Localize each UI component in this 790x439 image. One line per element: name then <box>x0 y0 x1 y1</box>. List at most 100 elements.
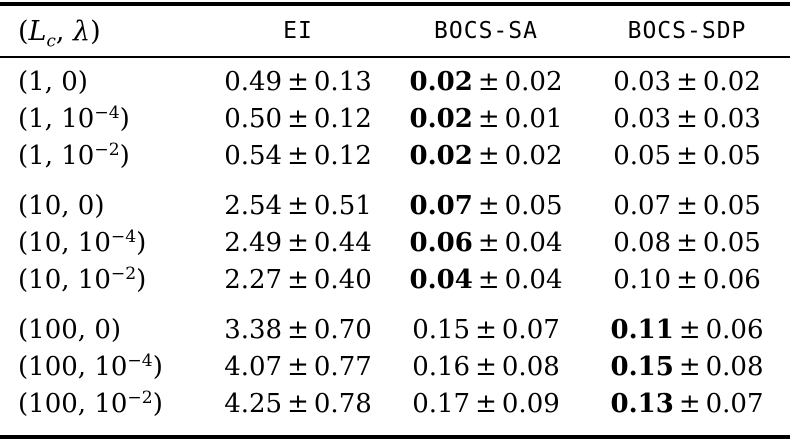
plus-minus: ± <box>676 140 698 171</box>
table-row: (100, 10−4) 4.07 ±0.77 0.16 ±0.08 0.15 ±0.08 <box>0 349 790 386</box>
comma: , <box>61 264 78 295</box>
std-value: 0.05 <box>702 140 761 171</box>
table-row: (10, 0) 2.54 ±0.51 0.07 ±0.05 0.07 ±0.05 <box>0 175 790 225</box>
std-value: 0.44 <box>313 227 372 258</box>
value-cell-ei: 2.27 ±0.40 <box>208 262 388 299</box>
std-value: 0.08 <box>705 351 764 382</box>
plus-minus: ± <box>477 264 500 295</box>
table-row: (1, 10−4) 0.50 ±0.12 0.02 ±0.01 0.03 ±0.03 <box>0 101 790 138</box>
mean-value: 3.38 <box>224 314 283 345</box>
header-row: (Lc, λ) EI BOCS-SA BOCS-SDP <box>0 4 790 58</box>
value-cell-bocs-sa: 0.02 ±0.01 <box>388 101 584 138</box>
plus-minus: ± <box>475 314 497 345</box>
paren-close: ) <box>119 103 130 134</box>
mean-value: 0.07 <box>409 190 473 221</box>
plus-minus: ± <box>676 264 698 295</box>
std-value: 0.02 <box>702 66 761 97</box>
comma: , <box>77 351 95 382</box>
comma: , <box>61 227 78 258</box>
std-value: 0.04 <box>504 227 563 258</box>
lc-value: 1 <box>28 103 45 134</box>
std-value: 0.12 <box>313 140 372 171</box>
paren-open: ( <box>18 314 29 345</box>
comma: , <box>44 103 62 134</box>
mean-value: 2.49 <box>224 227 283 258</box>
paren-open: ( <box>18 388 29 419</box>
header-col-bocs-sa: BOCS-SA <box>388 4 584 58</box>
paren-close: ) <box>152 388 163 419</box>
paren-open: ( <box>18 140 29 171</box>
c-subscript: c <box>46 29 56 50</box>
plus-minus: ± <box>287 190 309 221</box>
plus-minus: ± <box>287 314 309 345</box>
value-cell-ei: 0.50 ±0.12 <box>208 101 388 138</box>
std-value: 0.04 <box>504 264 563 295</box>
plus-minus: ± <box>477 227 500 258</box>
std-value: 0.07 <box>705 388 764 419</box>
row-label-cell: (100, 0) <box>0 299 208 349</box>
table-header: (Lc, λ) EI BOCS-SA BOCS-SDP <box>0 4 790 58</box>
plus-minus: ± <box>287 388 309 419</box>
value-cell-bocs-sdp: 0.03 ±0.03 <box>584 101 790 138</box>
plus-minus: ± <box>287 351 309 382</box>
std-value: 0.05 <box>702 227 761 258</box>
std-value: 0.05 <box>702 190 761 221</box>
std-value: 0.78 <box>313 388 372 419</box>
lambda-exponent: −2 <box>94 139 120 160</box>
paren-close: ) <box>136 227 147 258</box>
lambda-value: 10 <box>77 264 111 295</box>
paren-open: ( <box>18 264 29 295</box>
value-cell-bocs-sdp: 0.08 ±0.05 <box>584 225 790 262</box>
l-symbol: L <box>28 15 47 47</box>
mean-value: 4.07 <box>224 351 283 382</box>
row-label-cell: (1, 10−2) <box>0 138 208 175</box>
value-cell-bocs-sa: 0.06 ±0.04 <box>388 225 584 262</box>
paren-close: ) <box>94 190 105 221</box>
table-row: (1, 0) 0.49 ±0.13 0.02 ±0.02 0.03 ±0.02 <box>0 57 790 101</box>
value-cell-ei: 4.25 ±0.78 <box>208 386 388 437</box>
std-value: 0.09 <box>501 388 560 419</box>
value-cell-ei: 3.38 ±0.70 <box>208 299 388 349</box>
mean-value: 0.50 <box>224 103 283 134</box>
paren-open: ( <box>18 103 29 134</box>
header-col-ei: EI <box>208 4 388 58</box>
lambda-value: 10 <box>61 103 95 134</box>
value-cell-ei: 2.54 ±0.51 <box>208 175 388 225</box>
lambda-value: 0 <box>94 314 111 345</box>
plus-minus: ± <box>676 66 698 97</box>
value-cell-bocs-sdp: 0.03 ±0.02 <box>584 57 790 101</box>
lambda-value: 10 <box>77 227 111 258</box>
value-cell-bocs-sdp: 0.10 ±0.06 <box>584 262 790 299</box>
paren-close: ) <box>90 15 101 47</box>
paren-open: ( <box>18 66 29 97</box>
mean-value: 0.15 <box>412 314 471 345</box>
std-value: 0.03 <box>702 103 761 134</box>
value-cell-bocs-sa: 0.02 ±0.02 <box>388 57 584 101</box>
std-value: 0.08 <box>501 351 560 382</box>
mean-value: 0.17 <box>412 388 471 419</box>
mean-value: 0.02 <box>409 103 473 134</box>
value-cell-bocs-sdp: 0.13 ±0.07 <box>584 386 790 437</box>
std-value: 0.51 <box>313 190 372 221</box>
paren-close: ) <box>152 351 163 382</box>
value-cell-bocs-sdp: 0.05 ±0.05 <box>584 138 790 175</box>
std-value: 0.05 <box>504 190 563 221</box>
paren-open: ( <box>18 351 29 382</box>
row-label-cell: (100, 10−4) <box>0 349 208 386</box>
lambda-value: 0 <box>77 190 95 221</box>
value-cell-bocs-sdp: 0.07 ±0.05 <box>584 175 790 225</box>
value-cell-bocs-sdp: 0.11 ±0.06 <box>584 299 790 349</box>
lc-value: 1 <box>28 140 45 171</box>
plus-minus: ± <box>676 227 698 258</box>
comma: , <box>61 190 78 221</box>
row-label-cell: (100, 10−2) <box>0 386 208 437</box>
mean-value: 2.27 <box>224 264 283 295</box>
plus-minus: ± <box>477 103 500 134</box>
lambda-value: 10 <box>94 351 128 382</box>
std-value: 0.13 <box>313 66 372 97</box>
comma: , <box>44 66 62 97</box>
mean-value: 0.05 <box>613 140 672 171</box>
value-cell-bocs-sa: 0.15 ±0.07 <box>388 299 584 349</box>
std-value: 0.02 <box>504 66 563 97</box>
